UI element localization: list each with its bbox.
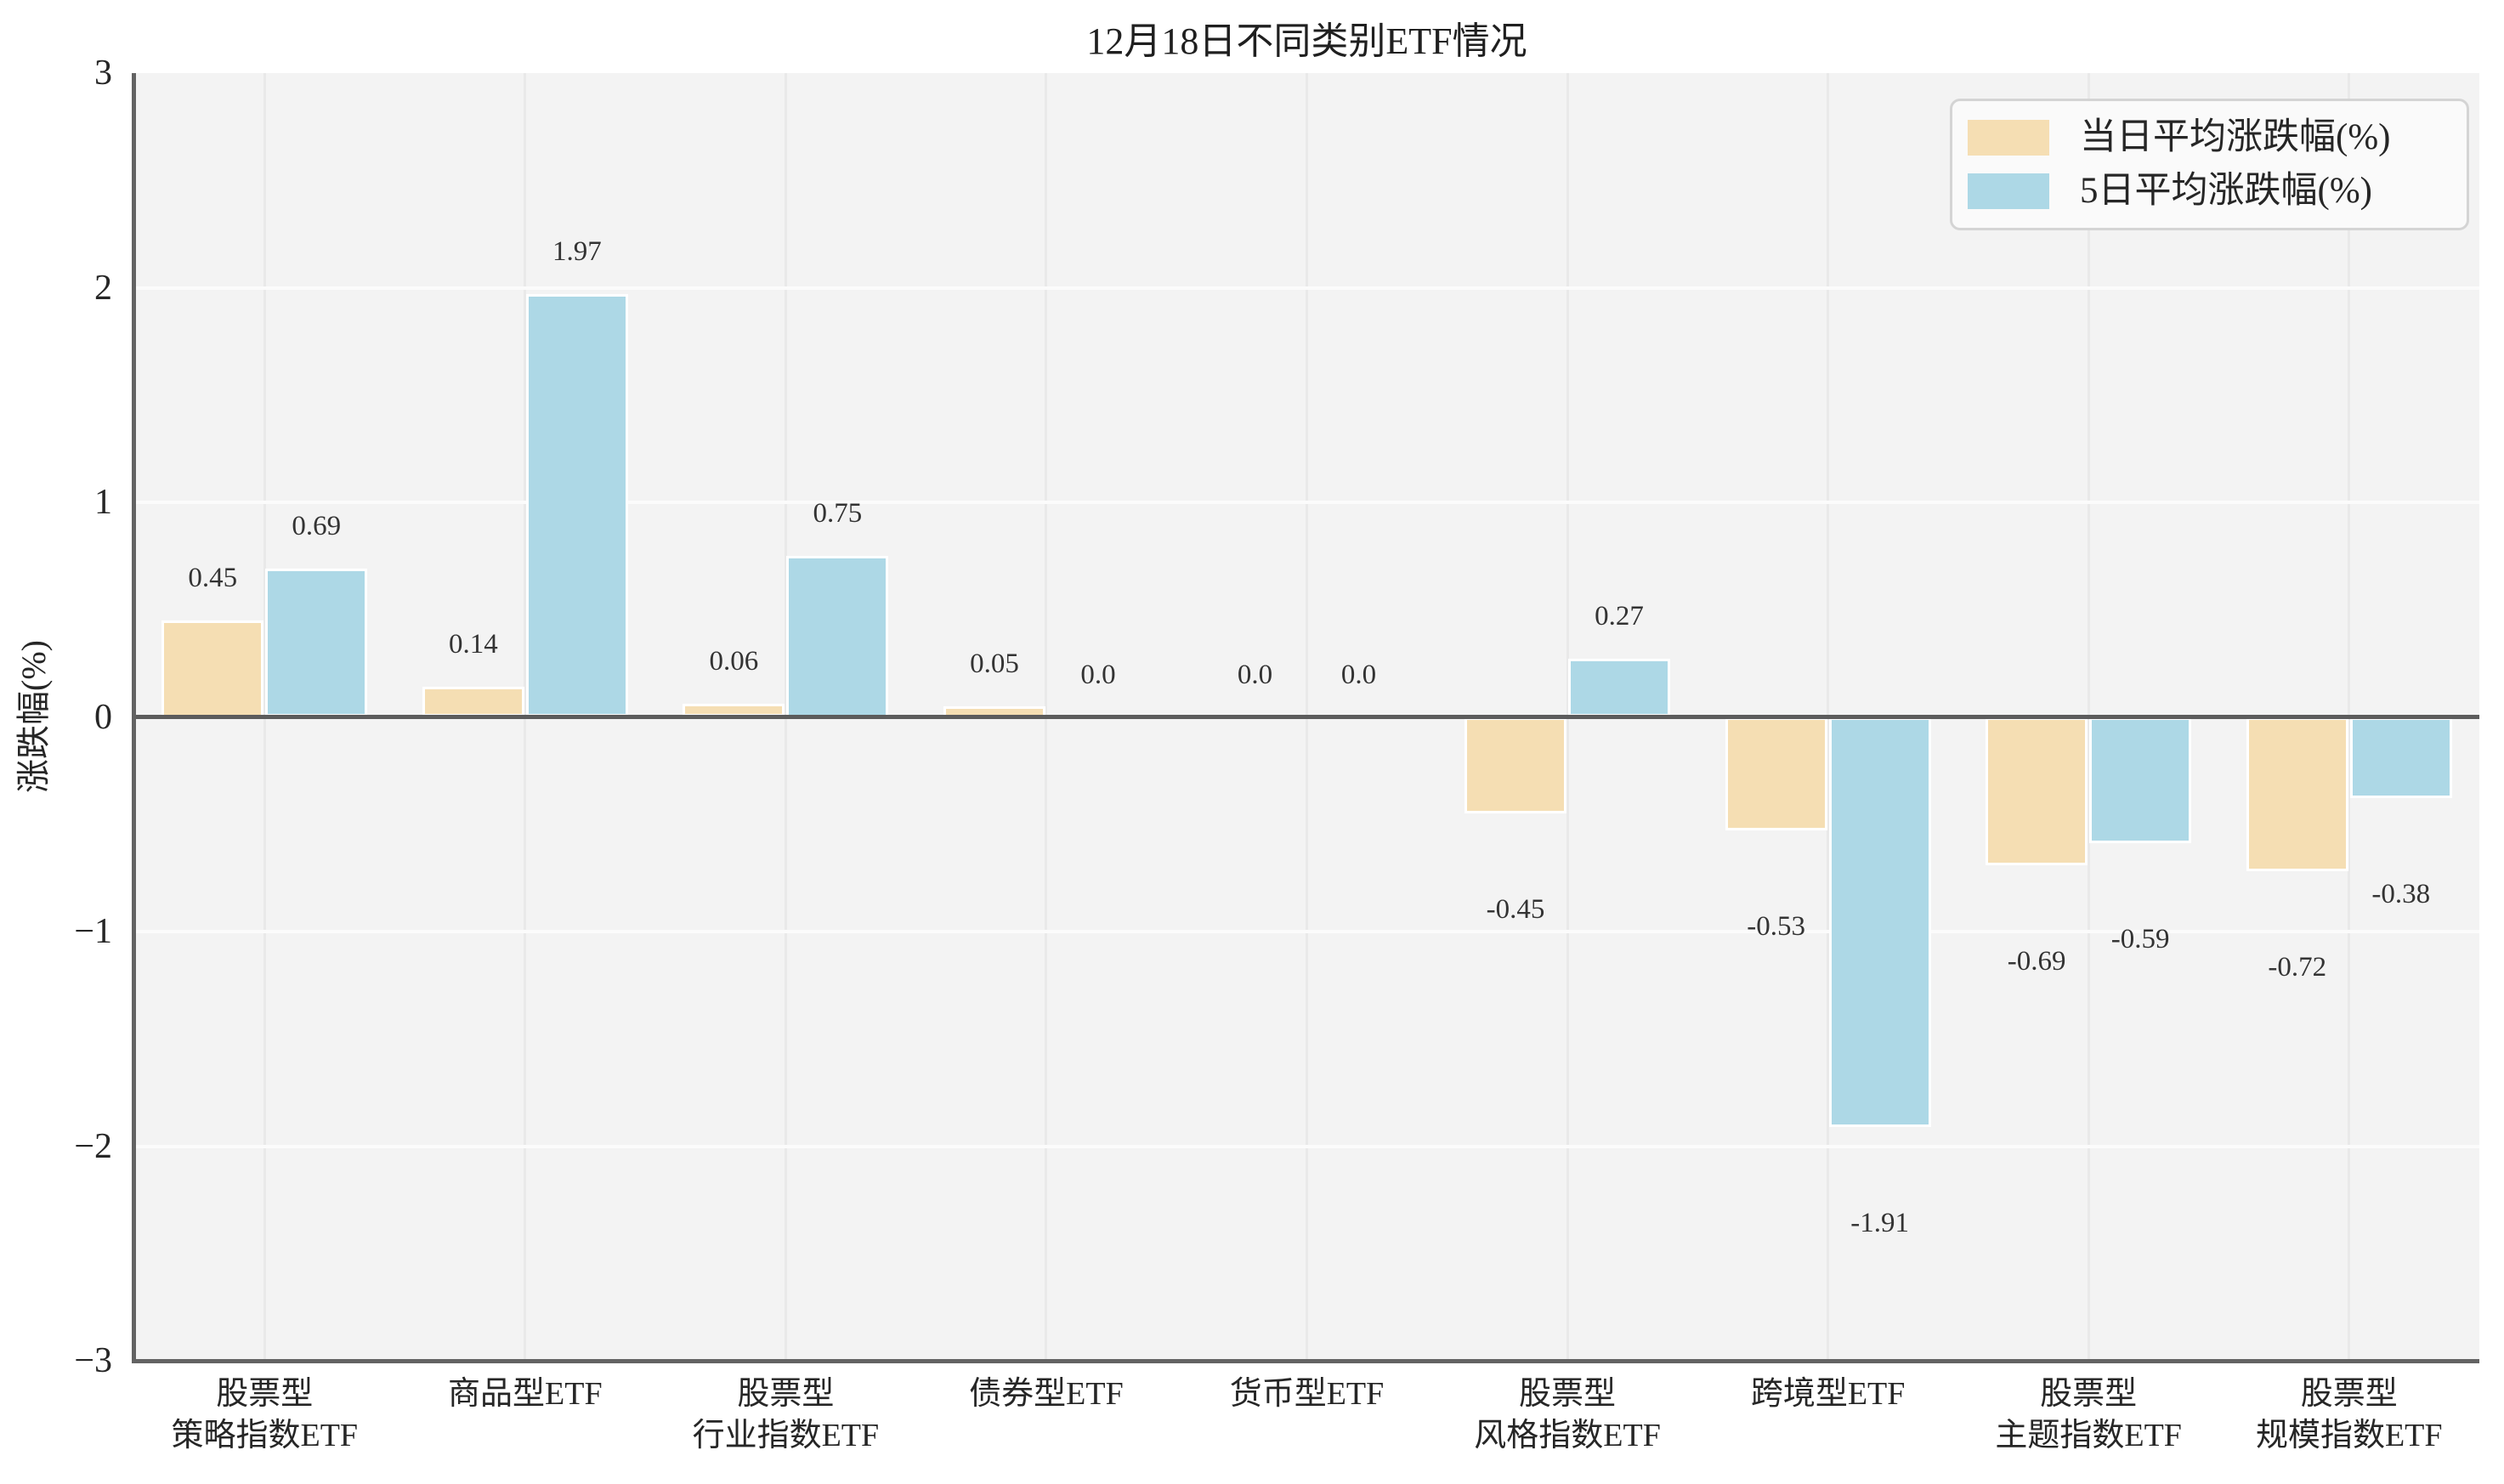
bar-5day (1828, 717, 1931, 1127)
legend-item-daily: 当日平均涨跌幅(%) (1968, 116, 2451, 159)
bar-daily (1464, 717, 1567, 814)
y-tick-label: −1 (74, 912, 112, 951)
x-tick-label: 商品型ETF (448, 1376, 603, 1412)
bar-5day (265, 569, 368, 717)
y-tick-label: −3 (74, 1341, 112, 1380)
bar-value-label: -0.38 (2371, 879, 2431, 910)
bar-value-label: 1.97 (552, 236, 602, 268)
chart-title: 12月18日不同类别ETF情况 (1086, 20, 1527, 62)
x-tick-label: 股票型 规模指数ETF (2255, 1376, 2443, 1453)
legend-swatch-5day (1968, 173, 2049, 210)
h-gridline (134, 930, 2479, 933)
bar-5day (2349, 717, 2452, 799)
bar-daily (161, 620, 264, 717)
bar-value-label: 0.69 (292, 511, 342, 542)
bar-5day (2089, 717, 2192, 844)
x-tick-label: 跨境型ETF (1750, 1376, 1906, 1412)
x-tick-label: 债券型ETF (969, 1376, 1124, 1412)
legend-swatch-daily (1968, 119, 2049, 156)
legend-label-5day: 5日平均涨跌幅(%) (2080, 171, 2372, 212)
y-tick-label: −2 (74, 1126, 112, 1166)
bar-daily (1725, 717, 1827, 831)
bar-value-label: -1.91 (1850, 1207, 1909, 1238)
bar-daily (2246, 717, 2348, 872)
bar-5day (786, 556, 889, 717)
left-axis-spine (132, 73, 136, 1362)
h-gridline (134, 1144, 2479, 1148)
legend-item-5day: 5日平均涨跌幅(%) (1968, 170, 2451, 212)
y-tick-label: 2 (94, 268, 112, 308)
bar-daily (1986, 717, 2088, 865)
bar-value-label: -0.53 (1747, 911, 1805, 943)
bar-value-label: 0.45 (188, 562, 238, 593)
bar-daily (422, 687, 524, 717)
x-tick-label: 股票型 主题指数ETF (1995, 1376, 2182, 1453)
x-tick-label: 货币型ETF (1229, 1376, 1385, 1412)
bar-5day (525, 294, 628, 717)
x-tick-label: 股票型 策略指数ETF (171, 1376, 359, 1453)
bar-5day (1568, 659, 1671, 717)
y-tick-label: 0 (94, 697, 112, 737)
h-gridline (134, 501, 2479, 504)
bar-value-label: -0.59 (2110, 924, 2170, 955)
bar-value-label: 0.75 (813, 498, 863, 530)
bar-value-label: 0.14 (448, 629, 498, 660)
plot-area: 0.45 0.14 0.06 0.05 0.0 -0.45 -0.53 -0.69 -0.72 0… (134, 73, 2479, 1361)
bar-value-label: 0.0 (1340, 659, 1377, 690)
y-tick-label: 3 (94, 54, 112, 93)
bar-value-label: 0.0 (1237, 659, 1273, 690)
zero-line (134, 715, 2479, 719)
bar-value-label: -0.72 (2268, 952, 2327, 983)
bar-value-label: -0.45 (1486, 894, 1545, 926)
bar-value-label: 0.27 (1595, 601, 1644, 632)
bar-value-label: 0.0 (1080, 659, 1116, 690)
h-gridline (134, 286, 2479, 290)
x-tick-label: 股票型 风格指数ETF (1474, 1376, 1661, 1453)
bar-value-label: -0.69 (2007, 945, 2066, 977)
legend: 当日平均涨跌幅(%) 5日平均涨跌幅(%) (1950, 99, 2469, 230)
bar-value-label: 0.05 (970, 648, 1019, 679)
x-tick-label: 股票型 行业指数ETF (692, 1376, 880, 1453)
bar-value-label: 0.06 (709, 646, 759, 677)
legend-label-daily: 当日平均涨跌幅(%) (2080, 116, 2391, 157)
y-tick-label: 1 (94, 483, 112, 522)
bottom-axis-spine (132, 1359, 2479, 1363)
